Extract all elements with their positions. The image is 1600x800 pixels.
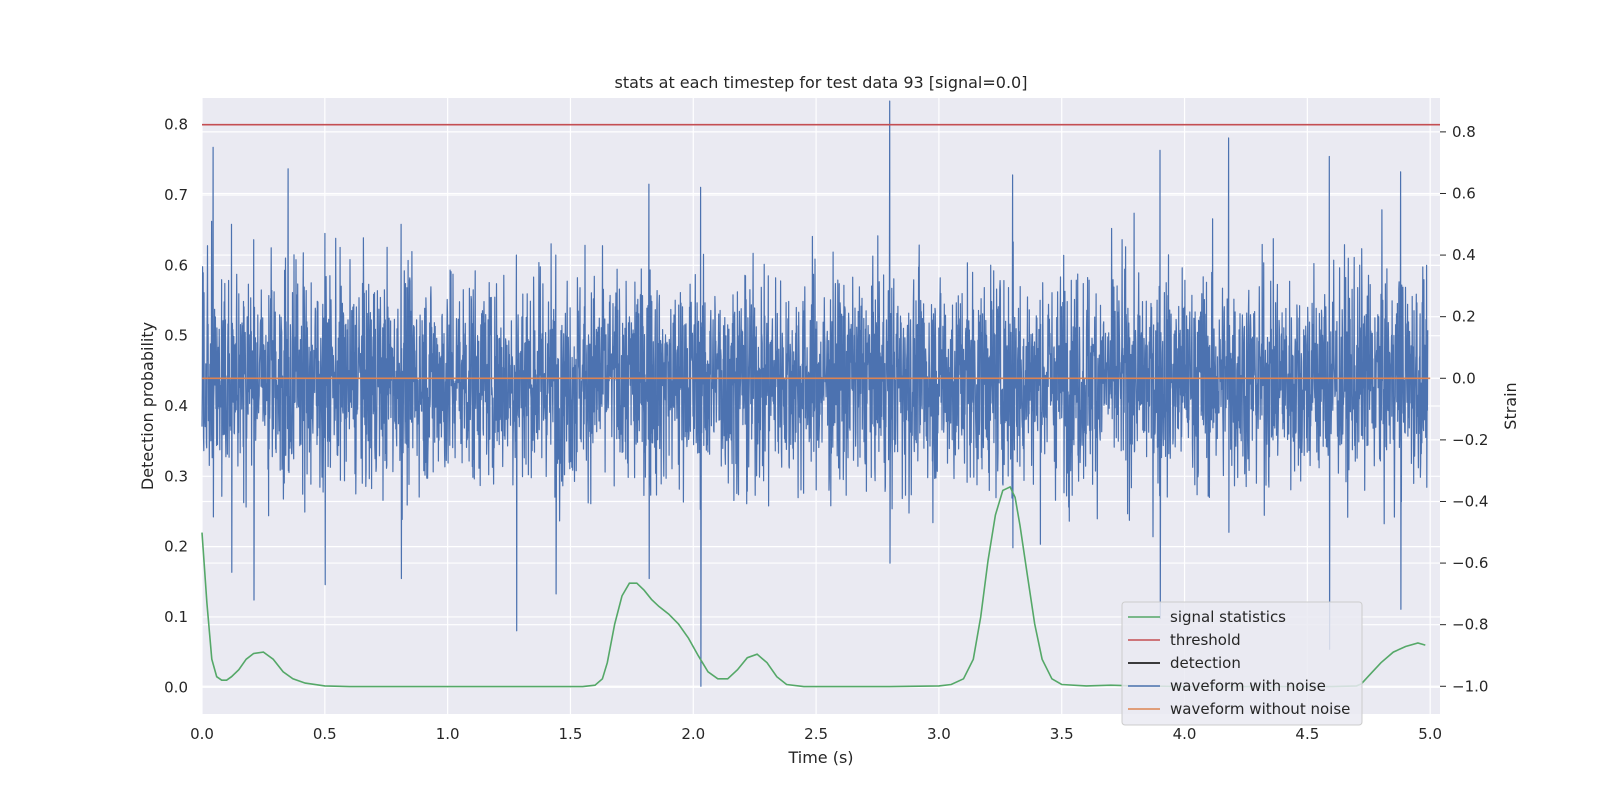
signal-statistics-line [201,485,1426,688]
y-right-tick-label: −0.6 [1452,554,1488,572]
y-right-tick-label: 0.4 [1452,246,1476,264]
x-tick-label: 5.0 [1418,725,1442,743]
y-tick-label: 0.5 [164,327,188,345]
series-lines [201,123,1440,688]
y-right-tick-label: −0.4 [1452,492,1488,510]
y-tick-label: 0.3 [164,467,188,485]
y-right-tick-label: 0.6 [1452,184,1476,202]
waveform-with-noise-line [201,100,1429,687]
waveform-with-noise-path [201,100,1429,687]
y-right-axis-label: Strain [1501,382,1520,429]
y-right-tick-label: 0.2 [1452,308,1476,326]
x-tick-label: 1.0 [436,725,460,743]
y-tick-label: 0.0 [164,678,188,696]
x-tick-label: 1.5 [559,725,583,743]
y-right-tick-label: −1.0 [1452,677,1488,695]
x-tick-label: 4.0 [1173,725,1197,743]
x-tick-label: 3.0 [927,725,951,743]
tick-labels: 0.0 0.5 1.0 1.5 2.0 2.5 3.0 3.5 4.0 4.5 5.0 0.0 0.1 0… [164,116,1488,743]
x-axis-label: Time (s) [787,748,853,767]
y-tick-label: 0.2 [164,538,188,556]
x-tick-label: 0.0 [190,725,214,743]
y-tick-label: 0.4 [164,397,188,415]
x-tick-label: 3.5 [1050,725,1074,743]
y-right-tick-label: 0.0 [1452,369,1476,387]
x-tick-label: 4.5 [1295,725,1319,743]
legend-label: waveform with noise [1170,677,1326,695]
y-tick-label: 0.8 [164,116,188,134]
y-tick-label: 0.6 [164,256,188,274]
y-right-tick-label: −0.2 [1452,431,1488,449]
legend-box [1121,601,1363,726]
y-tick-label: 0.1 [164,608,188,626]
legend-label: waveform without noise [1170,700,1350,718]
chart-title: stats at each timestep for test data 93 … [615,73,1028,92]
legend-label: signal statistics [1170,608,1286,626]
y-tick-label: 0.7 [164,186,188,204]
legend-label: threshold [1170,631,1241,649]
legend-label: detection [1170,654,1241,672]
y-axis-label: Detection probability [138,322,157,490]
y-right-tick-label: −0.8 [1452,616,1488,634]
y-right-tick-label: 0.8 [1452,123,1476,141]
x-tick-label: 2.5 [804,725,828,743]
x-tick-label: 2.0 [681,725,705,743]
x-tick-label: 0.5 [313,725,337,743]
legend: signal statistics threshold detection wavef… [1121,601,1363,726]
